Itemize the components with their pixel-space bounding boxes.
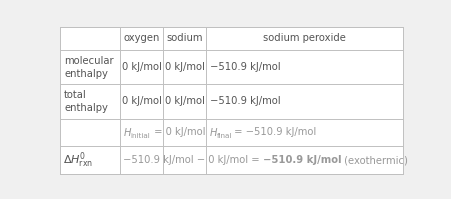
Text: oxygen: oxygen bbox=[123, 33, 159, 43]
Text: molecular
enthalpy: molecular enthalpy bbox=[64, 56, 114, 79]
Text: 0 kJ/mol: 0 kJ/mol bbox=[121, 62, 161, 72]
Text: = −510.9 kJ/mol: = −510.9 kJ/mol bbox=[230, 127, 316, 138]
Text: sodium peroxide: sodium peroxide bbox=[262, 33, 345, 43]
Text: 0 kJ/mol: 0 kJ/mol bbox=[164, 97, 204, 106]
Text: = 0 kJ/mol: = 0 kJ/mol bbox=[151, 127, 205, 138]
Text: initial: initial bbox=[130, 133, 150, 139]
Text: −510.9 kJ/mol: −510.9 kJ/mol bbox=[210, 97, 280, 106]
Text: $\mathit{H}$: $\mathit{H}$ bbox=[123, 126, 132, 139]
Text: −510.9 kJ/mol: −510.9 kJ/mol bbox=[262, 155, 341, 165]
Text: −510.9 kJ/mol: −510.9 kJ/mol bbox=[262, 155, 341, 165]
Text: final: final bbox=[216, 133, 231, 139]
Text: (exothermic): (exothermic) bbox=[341, 155, 407, 165]
Text: −510.9 kJ/mol − 0 kJ/mol =: −510.9 kJ/mol − 0 kJ/mol = bbox=[123, 155, 262, 165]
Text: total
enthalpy: total enthalpy bbox=[64, 90, 108, 113]
Text: sodium: sodium bbox=[166, 33, 202, 43]
Text: −510.9 kJ/mol: −510.9 kJ/mol bbox=[210, 62, 280, 72]
Text: $\Delta H^0_{\rm rxn}$: $\Delta H^0_{\rm rxn}$ bbox=[63, 150, 93, 170]
Text: $\mathit{H}$: $\mathit{H}$ bbox=[208, 126, 217, 139]
Text: 0 kJ/mol: 0 kJ/mol bbox=[121, 97, 161, 106]
Text: 0 kJ/mol: 0 kJ/mol bbox=[164, 62, 204, 72]
Text: −510.9 kJ/mol − 0 kJ/mol =: −510.9 kJ/mol − 0 kJ/mol = bbox=[123, 155, 262, 165]
